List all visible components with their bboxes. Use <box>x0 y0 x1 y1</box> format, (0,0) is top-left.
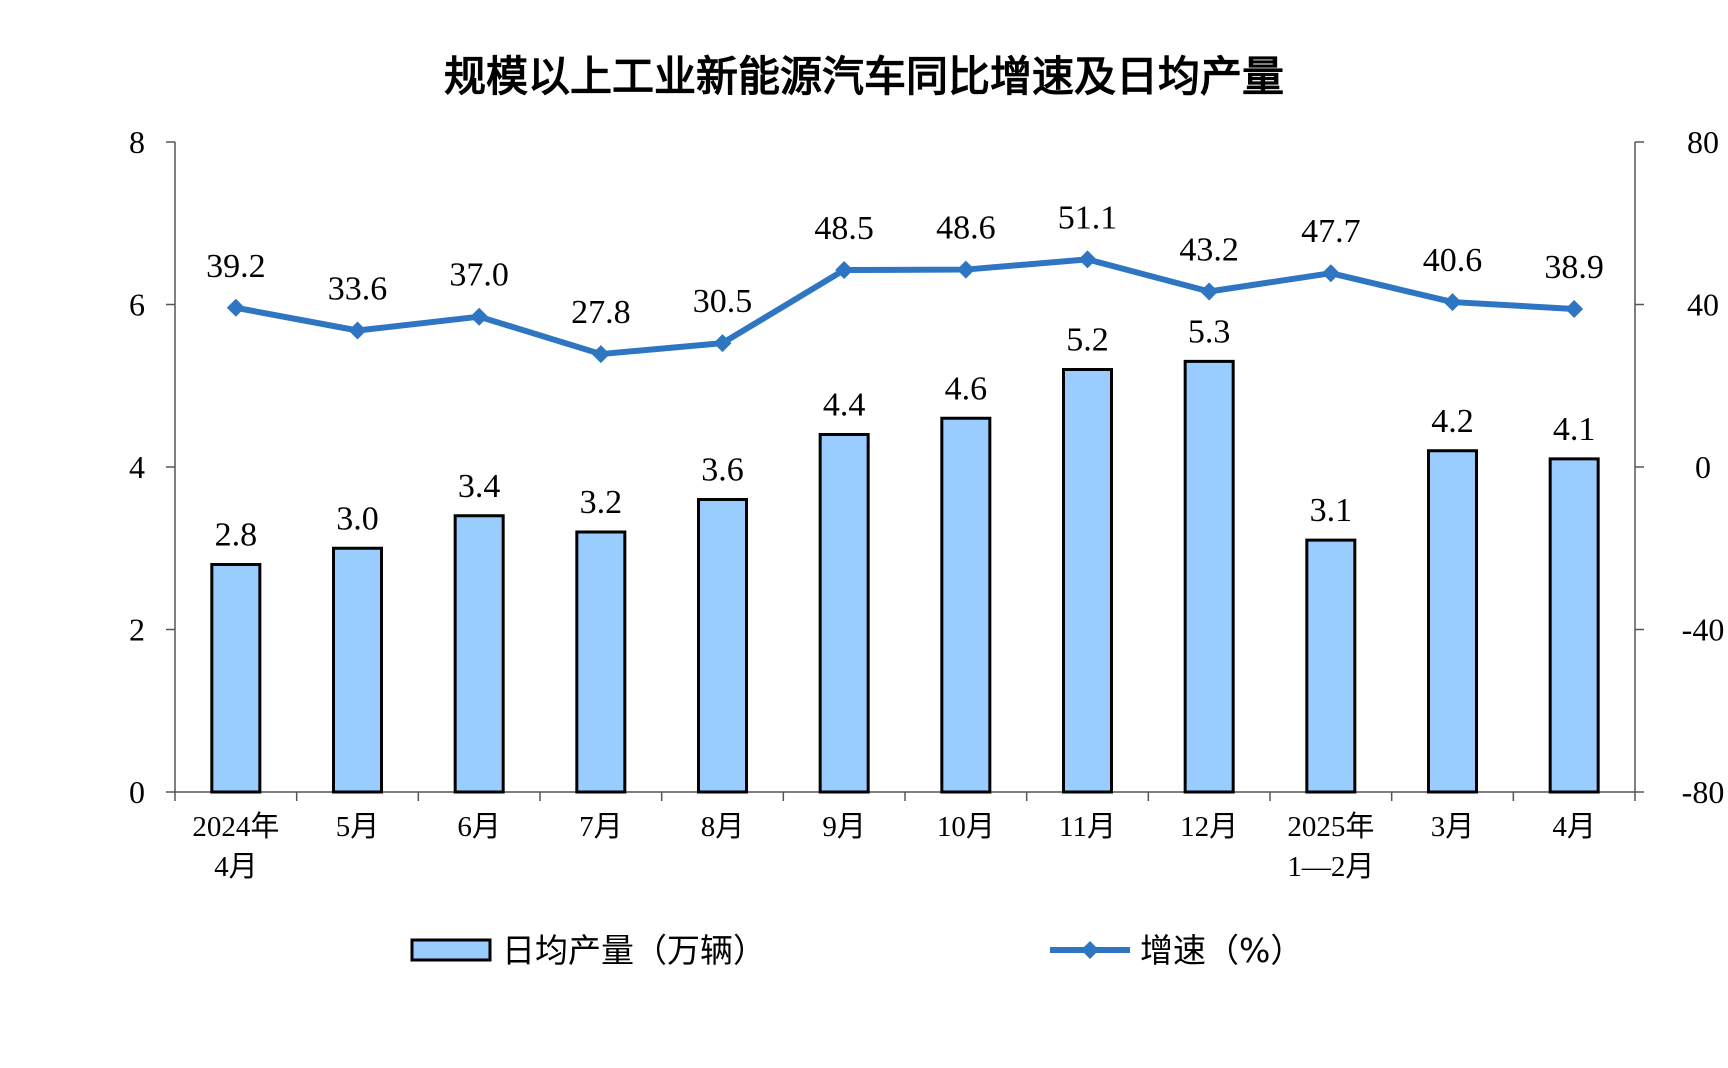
left-axis-tick-label: 4 <box>129 449 145 485</box>
line-data-label: 30.5 <box>693 283 753 320</box>
line-data-label: 48.5 <box>814 210 874 247</box>
x-axis-tick-label: 11月 <box>1059 811 1116 843</box>
legend-line-marker <box>1081 941 1099 959</box>
line-data-label: 27.8 <box>571 294 631 331</box>
bar <box>940 416 992 794</box>
x-axis-tick-label: 3月 <box>1431 811 1475 843</box>
line-data-label: 43.2 <box>1179 232 1239 269</box>
bar <box>453 514 505 794</box>
right-axis-tick-label: 40 <box>1687 287 1719 323</box>
bar <box>1062 368 1113 794</box>
x-axis-tick-label: 9月 <box>822 811 866 843</box>
bar-data-label: 5.2 <box>1066 322 1109 359</box>
line-marker <box>835 260 854 279</box>
legend: 日均产量（万辆） 增速（%） <box>410 931 1303 970</box>
bar-data-label: 5.3 <box>1188 313 1231 350</box>
bar <box>332 546 383 794</box>
data-labels: 2.8 3.0 3.4 3.2 3.6 4.4 4.6 5.2 5.3 3.1 4.2 4.1 39.2… <box>206 199 1604 553</box>
bar <box>818 433 870 794</box>
line-marker <box>713 334 732 353</box>
x-axis-tick-label: 1—2月 <box>1287 851 1374 883</box>
bar-data-label: 3.0 <box>336 500 379 537</box>
line-data-label: 33.6 <box>328 271 388 308</box>
line-marker <box>226 298 245 317</box>
x-axis-tick-label: 4月 <box>1552 811 1596 843</box>
line-marker <box>1321 264 1340 283</box>
line-data-label: 38.9 <box>1544 249 1604 286</box>
x-axis-tick-label: 4月 <box>214 851 258 883</box>
bar <box>575 530 627 794</box>
x-axis-tick-label: 8月 <box>701 811 745 843</box>
left-axis-tick-label: 0 <box>129 774 145 810</box>
left-axis-tick-label: 6 <box>129 287 145 323</box>
line-marker <box>470 307 489 326</box>
legend-bar-label: 日均产量（万辆） <box>502 931 766 970</box>
line-data-label: 48.6 <box>936 210 996 247</box>
bar-data-label: 4.6 <box>945 370 988 407</box>
bar-data-label: 4.4 <box>823 387 866 424</box>
bar <box>210 563 262 794</box>
axes: 0 2 4 6 8 -80 -40 0 40 80 2024年 4月 5月 6月 7月 8月 9月 10月 11月 1… <box>129 124 1724 883</box>
line-marker <box>348 321 367 340</box>
legend-line-label: 增速（%） <box>1140 931 1303 970</box>
left-axis-tick-label: 8 <box>129 124 145 160</box>
bar <box>697 498 748 794</box>
bar-data-label: 3.6 <box>701 452 744 489</box>
bar <box>1548 457 1600 794</box>
x-axis-tick-label: 6月 <box>457 811 501 843</box>
x-axis-tick-label: 12月 <box>1180 811 1238 843</box>
x-axis-tick-label: 2025年 <box>1287 810 1374 843</box>
line-data-label: 51.1 <box>1058 199 1118 236</box>
x-axis-tick-label: 10月 <box>937 811 995 843</box>
line-data-label: 47.7 <box>1301 213 1361 250</box>
x-axis-tick-label: 2024年 <box>192 810 279 843</box>
chart-title: 规模以上工业新能源汽车同比增速及日均产量 <box>444 52 1284 101</box>
right-axis-tick-label: -40 <box>1682 612 1725 648</box>
x-axis-tick-label: 5月 <box>336 811 380 843</box>
line-data-label: 39.2 <box>206 248 266 285</box>
line-marker <box>1565 299 1584 318</box>
bar-data-label: 4.1 <box>1553 411 1596 448</box>
bar-data-label: 3.2 <box>580 484 623 521</box>
right-axis-tick-label: -80 <box>1682 774 1725 810</box>
bar-data-label: 3.1 <box>1310 492 1353 529</box>
line-marker <box>1078 250 1097 269</box>
bar-data-label: 3.4 <box>458 468 501 505</box>
bar <box>1427 449 1478 794</box>
bar-data-label: 4.2 <box>1431 403 1474 440</box>
right-axis-tick-label: 0 <box>1695 449 1711 485</box>
right-axis-tick-label: 80 <box>1687 124 1719 160</box>
bar <box>1183 359 1235 794</box>
line-data-label: 40.6 <box>1423 242 1483 279</box>
legend-bar-swatch <box>410 938 492 962</box>
bar <box>1305 538 1357 794</box>
x-axis-tick-label: 7月 <box>579 811 623 843</box>
left-axis-tick-label: 2 <box>129 612 145 648</box>
line-data-label: 37.0 <box>449 257 509 294</box>
line-series <box>226 250 1584 364</box>
line-marker <box>1443 293 1462 312</box>
line-marker <box>591 345 610 364</box>
line-path <box>235 256 1575 358</box>
line-marker <box>1200 282 1219 301</box>
bar-data-label: 2.8 <box>215 517 258 554</box>
bar-series <box>210 359 1600 794</box>
line-marker <box>956 260 975 279</box>
